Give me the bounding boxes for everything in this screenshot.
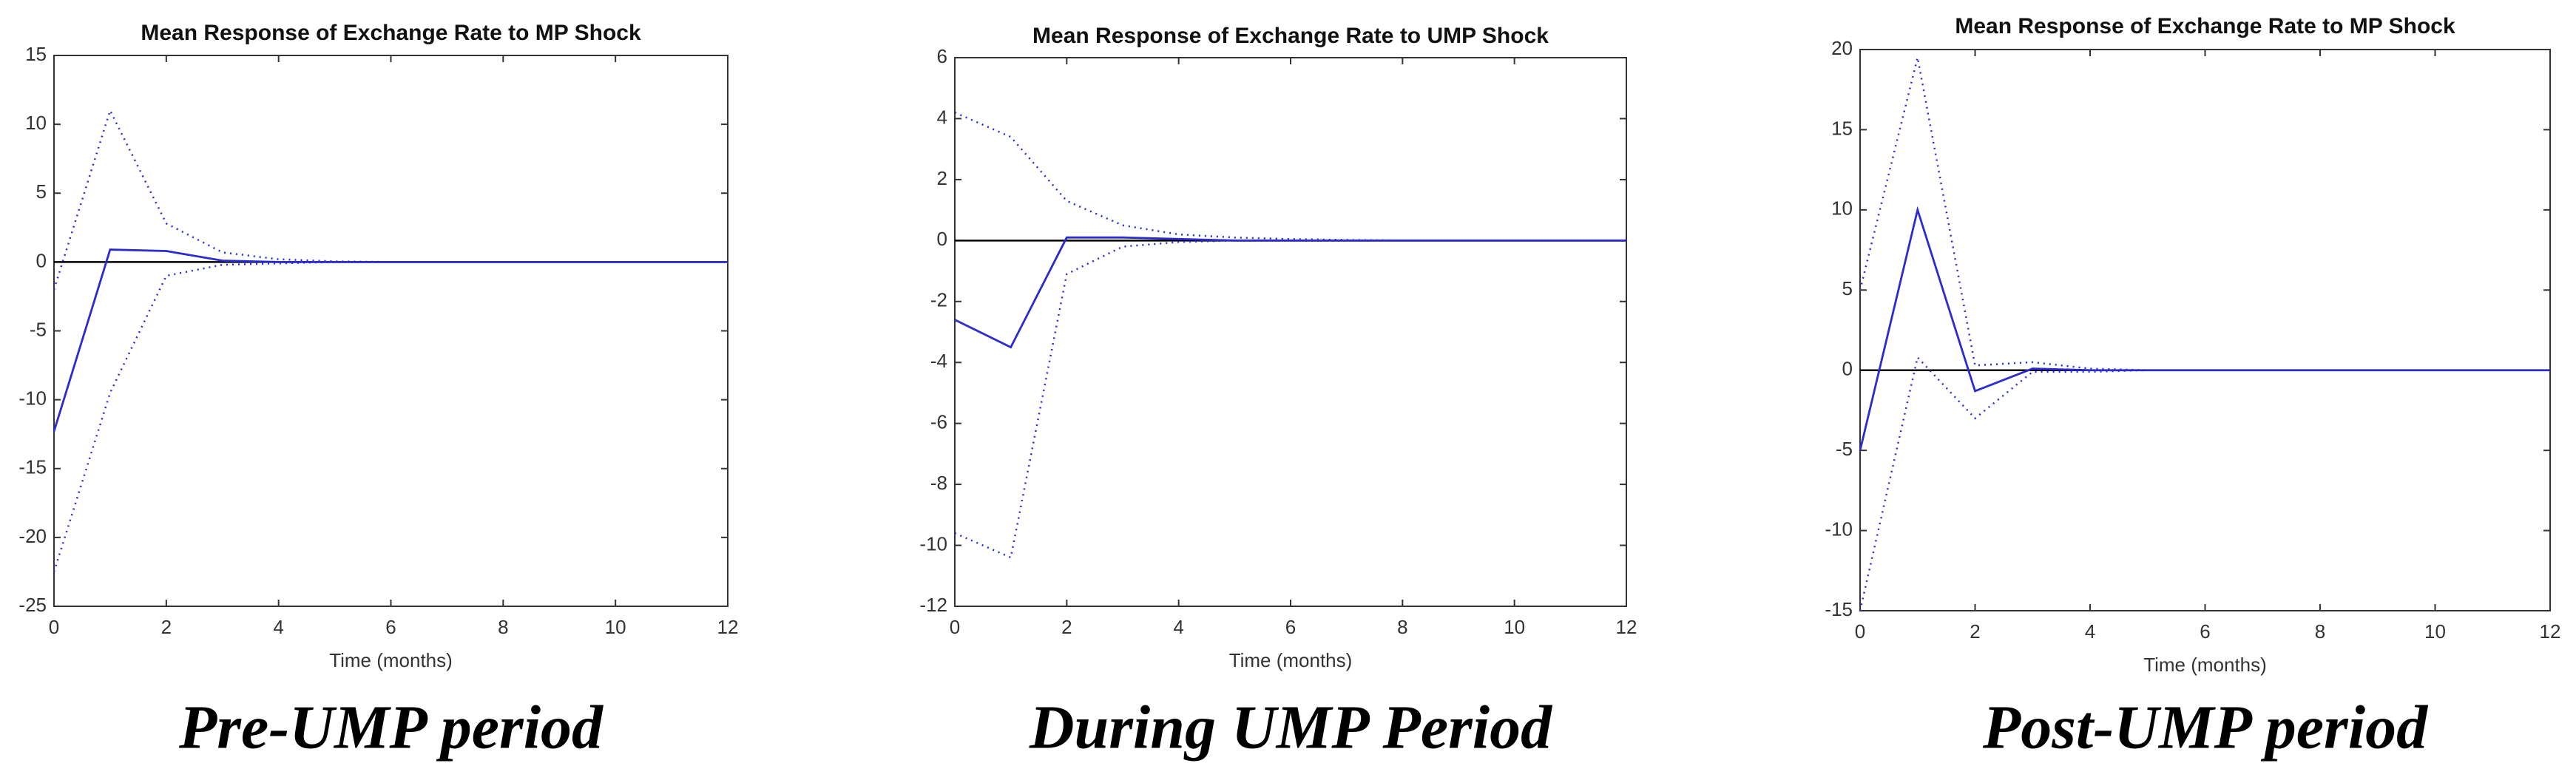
x-tick-label: 0: [49, 616, 59, 638]
x-tick-label: 6: [2200, 620, 2210, 643]
x-tick-label: 10: [2424, 620, 2446, 643]
bound-line: [954, 240, 1626, 559]
y-tick-label: 0: [36, 249, 47, 271]
caption: Post-UMP period: [1982, 693, 2429, 762]
y-tick-label: 0: [937, 228, 947, 250]
y-tick-label: 10: [25, 112, 47, 134]
y-tick-label: -10: [919, 532, 947, 555]
y-tick-label: 0: [1842, 358, 1853, 380]
y-tick-label: -15: [18, 456, 47, 478]
plot-frame: [1859, 49, 2551, 611]
bound-line: [53, 108, 728, 290]
y-tick-label: -6: [930, 411, 947, 433]
y-tick-label: -10: [1825, 518, 1853, 540]
x-tick-label: 2: [1061, 616, 1072, 638]
bound-line: [954, 112, 1626, 242]
y-tick-label: -2: [930, 289, 947, 311]
chart-title: Mean Response of Exchange Rate to MP Sho…: [141, 21, 641, 45]
x-tick-label: 4: [1173, 616, 1183, 638]
y-tick-label: 5: [36, 180, 47, 203]
x-tick-label: 6: [1285, 616, 1296, 638]
y-tick-label: -5: [1836, 438, 1853, 460]
x-tick-label: 12: [2540, 620, 2561, 643]
y-tick-label: 20: [1831, 37, 1853, 59]
x-tick-label: 6: [385, 616, 396, 638]
x-tick-label: 12: [1616, 616, 1637, 638]
y-tick-label: 4: [937, 106, 947, 128]
y-tick-label: 2: [937, 167, 947, 189]
x-tick-label: 2: [1970, 620, 1980, 643]
x-tick-label: 4: [273, 616, 283, 638]
bound-line: [1859, 355, 2550, 611]
x-axis-label: Time (months): [2143, 654, 2267, 676]
y-tick-label: -12: [919, 594, 947, 616]
x-tick-label: 10: [605, 616, 626, 638]
plot-frame: [53, 55, 728, 607]
caption: During UMP Period: [1029, 693, 1553, 762]
y-tick-label: -8: [930, 472, 947, 494]
chart-title: Mean Response of Exchange Rate to MP Sho…: [1955, 14, 2455, 38]
y-tick-label: -15: [1825, 598, 1853, 620]
chart-title: Mean Response of Exchange Rate to UMP Sh…: [1032, 24, 1549, 48]
y-tick-label: 6: [937, 45, 947, 67]
y-tick-label: 10: [1831, 197, 1853, 220]
x-tick-label: 12: [717, 616, 739, 638]
x-tick-label: 2: [161, 616, 172, 638]
mean-line: [954, 236, 1626, 349]
x-tick-label: 0: [1855, 620, 1865, 643]
y-tick-label: -4: [930, 350, 947, 372]
x-tick-label: 8: [1397, 616, 1407, 638]
x-axis-label: Time (months): [329, 649, 453, 671]
y-tick-label: -10: [18, 387, 47, 410]
bound-line: [1859, 57, 2550, 371]
y-tick-label: 5: [1842, 277, 1853, 299]
y-tick-label: -5: [30, 318, 47, 340]
x-tick-label: 10: [1504, 616, 1525, 638]
x-tick-label: 4: [2085, 620, 2095, 643]
x-tick-label: 0: [950, 616, 960, 638]
y-tick-label: 15: [25, 43, 47, 65]
mean-line: [1859, 206, 2550, 451]
y-tick-label: 15: [1831, 117, 1853, 139]
y-tick-label: -20: [18, 525, 47, 547]
mean-line: [53, 248, 728, 432]
x-axis-label: Time (months): [1229, 649, 1353, 671]
x-tick-label: 8: [498, 616, 508, 638]
y-tick-label: -25: [18, 594, 47, 616]
bound-line: [53, 261, 728, 572]
caption: Pre-UMP period: [178, 693, 604, 762]
x-tick-label: 8: [2315, 620, 2325, 643]
